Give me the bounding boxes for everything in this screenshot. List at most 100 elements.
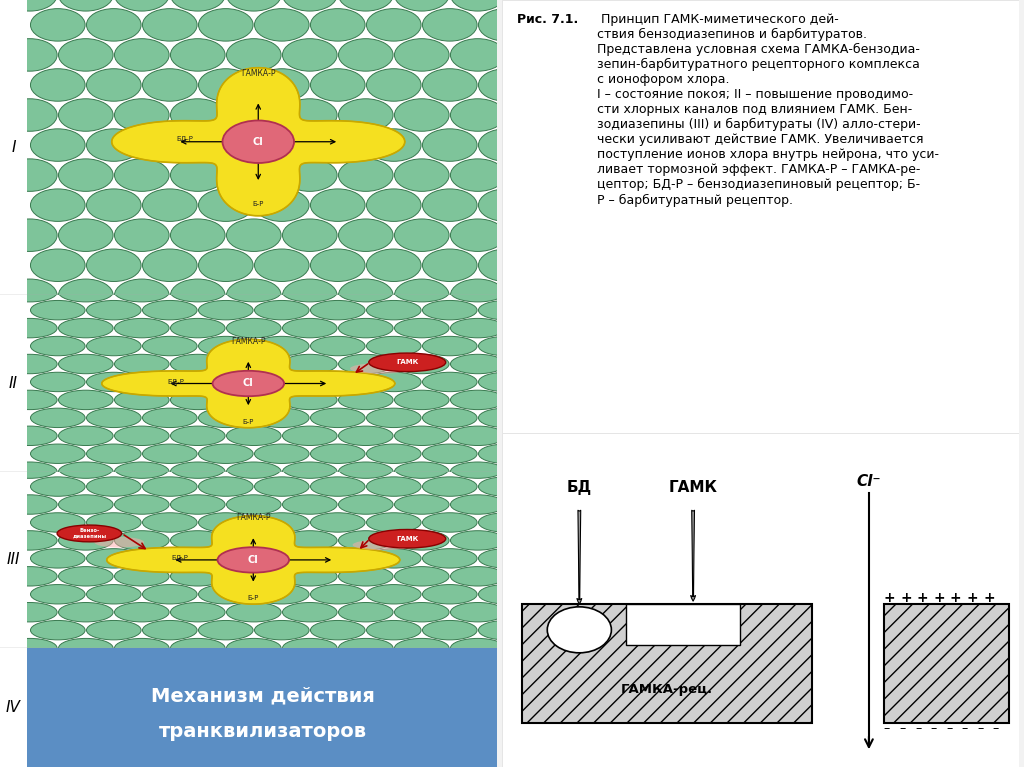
Circle shape <box>283 495 337 514</box>
Circle shape <box>226 99 282 131</box>
Circle shape <box>226 495 282 514</box>
Circle shape <box>310 621 366 640</box>
Circle shape <box>142 548 197 568</box>
Circle shape <box>31 301 85 320</box>
Circle shape <box>394 38 450 71</box>
Text: +: + <box>983 591 994 605</box>
Circle shape <box>170 219 225 252</box>
Circle shape <box>226 279 282 311</box>
Circle shape <box>226 38 282 71</box>
Circle shape <box>339 531 393 550</box>
Circle shape <box>283 38 337 71</box>
Circle shape <box>170 354 225 374</box>
Circle shape <box>86 189 141 222</box>
Text: –: – <box>977 722 983 735</box>
Circle shape <box>310 548 366 568</box>
Circle shape <box>310 584 366 604</box>
Circle shape <box>199 444 253 463</box>
Circle shape <box>310 337 366 356</box>
Text: ГАМКА-Р: ГАМКА-Р <box>231 337 265 346</box>
Circle shape <box>478 548 534 568</box>
Circle shape <box>367 372 421 392</box>
Ellipse shape <box>369 529 445 548</box>
Text: CI: CI <box>248 555 259 565</box>
Circle shape <box>86 584 141 604</box>
Circle shape <box>115 459 169 479</box>
Circle shape <box>58 603 113 622</box>
Circle shape <box>310 301 366 320</box>
Ellipse shape <box>369 353 445 371</box>
Circle shape <box>451 459 505 479</box>
Circle shape <box>170 531 225 550</box>
Circle shape <box>478 301 534 320</box>
Circle shape <box>367 69 421 101</box>
Circle shape <box>86 548 141 568</box>
Circle shape <box>58 99 113 131</box>
Circle shape <box>199 301 253 320</box>
Circle shape <box>394 318 450 337</box>
Ellipse shape <box>352 540 413 550</box>
Circle shape <box>86 337 141 356</box>
Circle shape <box>86 8 141 41</box>
Circle shape <box>367 249 421 281</box>
Text: I: I <box>11 140 15 155</box>
Circle shape <box>283 219 337 252</box>
Circle shape <box>226 603 282 622</box>
Circle shape <box>58 638 113 658</box>
Circle shape <box>310 129 366 161</box>
Circle shape <box>199 408 253 427</box>
Text: БД: БД <box>566 479 592 495</box>
Polygon shape <box>106 515 399 604</box>
Circle shape <box>115 638 169 658</box>
Circle shape <box>478 8 534 41</box>
Circle shape <box>58 279 113 311</box>
Circle shape <box>226 219 282 252</box>
Bar <box>0 472 28 648</box>
Circle shape <box>255 69 309 101</box>
Circle shape <box>255 301 309 320</box>
Circle shape <box>226 282 282 302</box>
Circle shape <box>339 426 393 446</box>
Circle shape <box>423 408 477 427</box>
Ellipse shape <box>350 364 410 374</box>
Circle shape <box>58 567 113 586</box>
Circle shape <box>115 603 169 622</box>
Circle shape <box>170 282 225 302</box>
Circle shape <box>423 129 477 161</box>
Circle shape <box>2 567 57 586</box>
Circle shape <box>115 38 169 71</box>
Circle shape <box>86 513 141 532</box>
Circle shape <box>58 318 113 337</box>
Circle shape <box>283 426 337 446</box>
Circle shape <box>142 621 197 640</box>
Circle shape <box>226 567 282 586</box>
Circle shape <box>58 159 113 191</box>
Circle shape <box>86 477 141 496</box>
Circle shape <box>423 444 477 463</box>
Circle shape <box>226 0 282 11</box>
Circle shape <box>367 444 421 463</box>
Circle shape <box>2 318 57 337</box>
Circle shape <box>199 621 253 640</box>
Circle shape <box>58 426 113 446</box>
Circle shape <box>58 0 113 11</box>
Circle shape <box>339 38 393 71</box>
Circle shape <box>170 159 225 191</box>
Circle shape <box>58 462 113 482</box>
Circle shape <box>2 38 57 71</box>
Circle shape <box>283 462 337 482</box>
Circle shape <box>115 390 169 410</box>
Text: Б-Р: Б-Р <box>253 201 264 207</box>
Circle shape <box>115 462 169 482</box>
Circle shape <box>367 129 421 161</box>
Text: CI: CI <box>243 378 254 389</box>
Circle shape <box>310 69 366 101</box>
Circle shape <box>31 189 85 222</box>
Circle shape <box>226 390 282 410</box>
Circle shape <box>2 495 57 514</box>
Circle shape <box>115 495 169 514</box>
Circle shape <box>423 477 477 496</box>
Circle shape <box>58 354 113 374</box>
Circle shape <box>339 638 393 658</box>
Circle shape <box>115 354 169 374</box>
